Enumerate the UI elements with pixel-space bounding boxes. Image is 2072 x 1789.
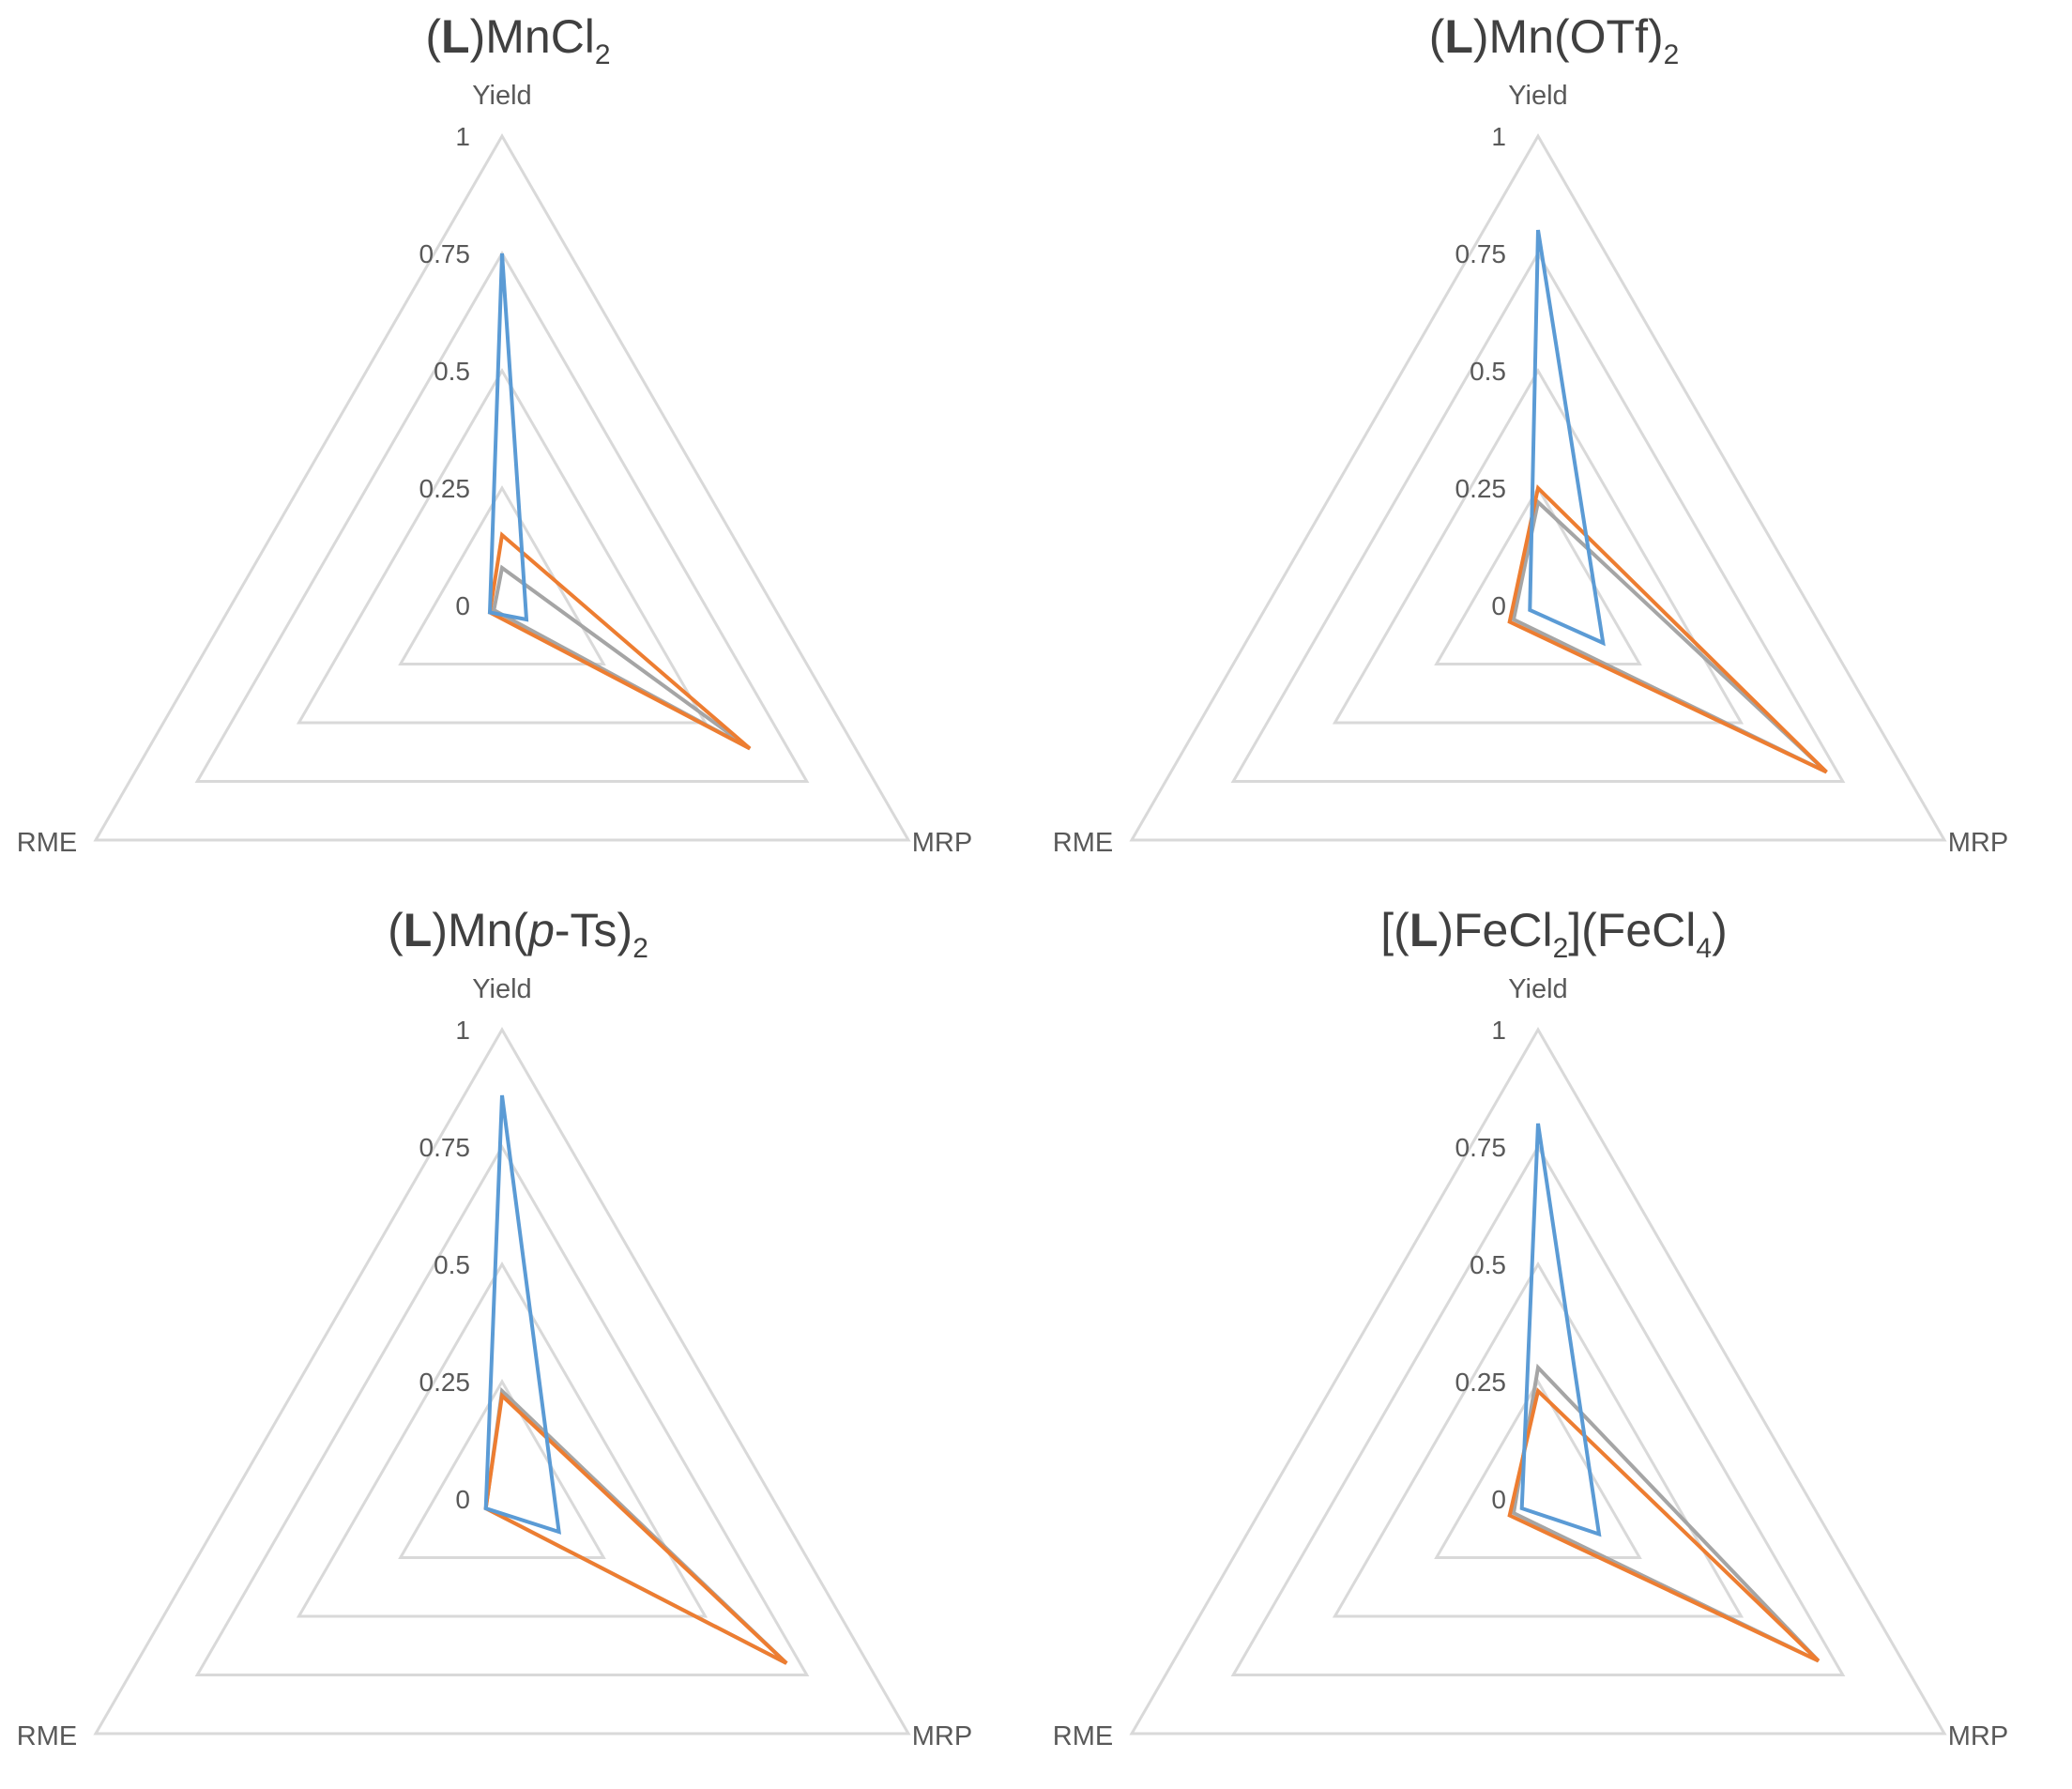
grid-ring [398, 1378, 606, 1559]
axis-label: MRP [1948, 828, 2008, 858]
chart-title-part: 4 [1696, 933, 1713, 964]
grid-ring [1230, 1143, 1846, 1676]
grid-ring [1332, 367, 1744, 725]
chart-title-part: )Mn( [432, 904, 529, 956]
tick-label: 0.75 [419, 1133, 471, 1162]
series-line [487, 252, 529, 622]
grid-ring [194, 250, 810, 783]
grid-ring [194, 1143, 810, 1676]
chart-title: (L)Mn(p-Ts)2 [0, 903, 1036, 963]
tick-label: 1 [1491, 122, 1506, 151]
series-line [1511, 498, 1828, 774]
grid-ring [296, 367, 708, 725]
chart-title-part: 2 [1663, 39, 1680, 70]
chart-title-part: )Mn(OTf) [1472, 10, 1664, 63]
tick-label: 1 [455, 1016, 470, 1045]
tick-label: 0.5 [434, 357, 470, 386]
grid-ring [398, 484, 606, 665]
chart-title-part: L [1409, 904, 1439, 956]
axis-label: RME [1053, 1721, 1113, 1751]
series-line [487, 531, 752, 751]
chart-title-part: )MnCl [469, 10, 595, 63]
radar-chart-panel: (L)Mn(OTf)2 0 0.25 0.5 0.75 1 Yield MRP RME [1036, 2, 2072, 895]
grid-ring [1434, 1378, 1642, 1559]
series-line [1507, 1387, 1821, 1663]
chart-title-part: L [403, 904, 433, 956]
axis-label: Yield [472, 81, 531, 111]
tick-label: 0.25 [1455, 474, 1507, 503]
chart-title: (L)MnCl2 [0, 9, 1036, 69]
grid-ring [1332, 1261, 1744, 1618]
radar-chart-panel: [(L)FeCl2](FeCl4) 0 0.25 0.5 0.75 1 Yield MRP RM… [1036, 895, 2072, 1789]
chart-title-part: 2 [1552, 933, 1569, 964]
tick-label: 0.5 [434, 1250, 470, 1279]
axis-label: Yield [472, 974, 531, 1004]
chart-title-part: ( [1428, 10, 1445, 63]
axis-label: Yield [1508, 974, 1567, 1004]
axis-label: MRP [1948, 1721, 2008, 1751]
tick-label: 0.75 [1455, 239, 1507, 268]
series-line [483, 1094, 561, 1535]
chart-title-part: 2 [632, 933, 648, 964]
grid-ring [1129, 1026, 1947, 1735]
chart-title-part: -Ts) [554, 904, 633, 956]
axis-label: MRP [912, 1721, 972, 1751]
series-line [492, 564, 752, 751]
tick-label: 1 [1491, 1016, 1506, 1045]
axis-label: MRP [912, 828, 972, 858]
series-line [1519, 1123, 1602, 1537]
series-line [1528, 229, 1606, 647]
tick-label: 0 [455, 591, 470, 620]
tick-label: 0.5 [1470, 357, 1506, 386]
tick-label: 0.5 [1470, 1250, 1506, 1279]
series-line [1507, 484, 1828, 774]
grid-ring [1434, 484, 1642, 665]
chart-title-part: 2 [594, 39, 611, 70]
series-line [483, 1391, 788, 1665]
tick-label: 0 [1491, 591, 1506, 620]
tick-label: 0.25 [419, 1368, 471, 1397]
tick-label: 0.75 [1455, 1133, 1507, 1162]
chart-title-part: ( [425, 10, 442, 63]
grid-ring [93, 1026, 911, 1735]
radar-chart-panel: (L)Mn(p-Ts)2 0 0.25 0.5 0.75 1 Yield MRP RME [0, 895, 1036, 1789]
chart-title-part: ](FeCl [1568, 904, 1697, 956]
radar-chart-panel: (L)MnCl2 0 0.25 0.5 0.75 1 Yield MRP RME [0, 2, 1036, 895]
tick-label: 0 [1491, 1485, 1506, 1514]
tick-label: 0.75 [419, 239, 471, 268]
grid-ring [1129, 132, 1947, 842]
chart-title-part: ) [1712, 904, 1728, 956]
grid-ring [1230, 250, 1846, 783]
chart-title-part: [( [1380, 904, 1409, 956]
axis-label: RME [17, 1721, 77, 1751]
tick-label: 0 [455, 1485, 470, 1514]
grid-ring [296, 1261, 708, 1618]
tick-label: 0.25 [419, 474, 471, 503]
chart-title: (L)Mn(OTf)2 [1036, 9, 2072, 69]
tick-label: 1 [455, 122, 470, 151]
chart-title-part: )FeCl [1438, 904, 1553, 956]
chart-title: [(L)FeCl2](FeCl4) [1036, 903, 2072, 963]
axis-label: RME [17, 828, 77, 858]
chart-title-part: L [441, 10, 470, 63]
axis-label: RME [1053, 828, 1113, 858]
chart-title-part: ( [388, 904, 404, 956]
chart-title-part: L [1444, 10, 1473, 63]
grid-ring [93, 132, 911, 842]
tick-label: 0.25 [1455, 1368, 1507, 1397]
chart-title-part: p [528, 904, 555, 956]
axis-label: Yield [1508, 81, 1567, 111]
